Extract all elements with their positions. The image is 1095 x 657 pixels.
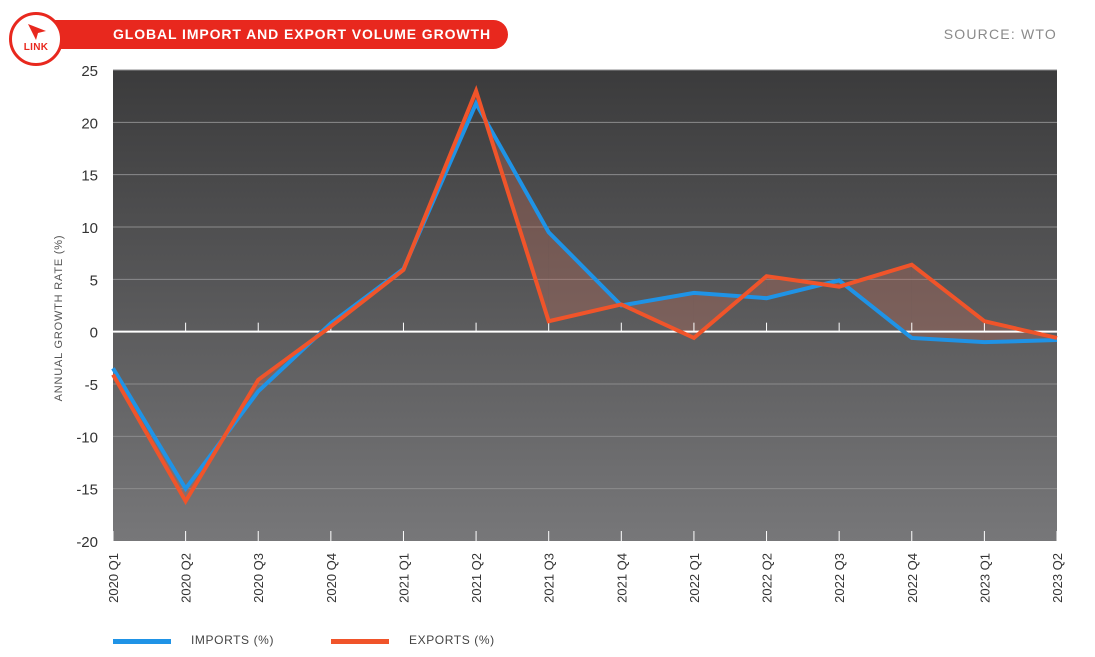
x-tick-label: 2020 Q1 [106, 553, 121, 603]
legend-label-exports: EXPORTS (%) [409, 633, 495, 647]
x-tick-label: 2020 Q3 [251, 553, 266, 603]
x-tick-label: 2020 Q2 [179, 553, 194, 603]
x-tick-label: 2023 Q2 [1050, 553, 1065, 603]
y-tick-label: 20 [81, 115, 98, 132]
chart-title: GLOBAL IMPORT AND EXPORT VOLUME GROWTH [113, 26, 491, 42]
y-tick-label: -15 [76, 482, 98, 499]
y-tick-label: 10 [81, 220, 98, 237]
x-tick-label: 2021 Q1 [396, 553, 411, 603]
header: GLOBAL IMPORT AND EXPORT VOLUME GROWTH L… [0, 0, 1095, 70]
y-axis-ticks: 25 20 15 10 5 0 -5 -10 -15 -20 [76, 63, 98, 551]
y-tick-label: 0 [90, 325, 98, 342]
x-tick-label: 2022 Q4 [905, 553, 920, 603]
x-tick-label: 2022 Q3 [832, 553, 847, 603]
gap-fill-segment [911, 264, 985, 343]
series-group [111, 85, 1058, 506]
legend-swatch-exports [331, 639, 389, 644]
y-tick-label: -5 [85, 377, 98, 394]
x-tick-label: 2020 Q4 [324, 553, 339, 603]
series-line-imports [111, 99, 1058, 493]
gap-fill-segment [548, 232, 622, 322]
x-tick-label: 2022 Q2 [760, 553, 775, 603]
link-label: LINK [23, 42, 49, 53]
plot-area [113, 70, 1057, 541]
series-line-exports [111, 85, 1058, 506]
x-axis-ticks: 2020 Q1 2020 Q2 2020 Q3 2020 Q4 2021 Q1 2021 … [106, 531, 1065, 603]
y-tick-label: 15 [81, 168, 98, 185]
x-tick-label: 2022 Q1 [687, 553, 702, 603]
link-button[interactable]: LINK [9, 12, 63, 66]
title-banner: GLOBAL IMPORT AND EXPORT VOLUME GROWTH [30, 20, 508, 49]
cursor-arrow-icon [28, 24, 46, 40]
x-tick-label: 2021 Q2 [469, 553, 484, 603]
gridlines [113, 69, 1057, 490]
x-tick-label: 2021 Q4 [614, 553, 629, 603]
y-tick-label: -20 [76, 534, 98, 551]
legend-swatch-imports [113, 639, 171, 644]
y-tick-label: -10 [76, 429, 98, 446]
source-label: SOURCE: WTO [943, 26, 1057, 42]
y-tick-label: 25 [81, 63, 98, 80]
y-tick-label: 5 [90, 272, 98, 289]
legend-label-imports: IMPORTS (%) [191, 633, 275, 647]
x-tick-label: 2023 Q1 [977, 553, 992, 603]
x-tick-label: 2021 Q3 [542, 553, 557, 603]
